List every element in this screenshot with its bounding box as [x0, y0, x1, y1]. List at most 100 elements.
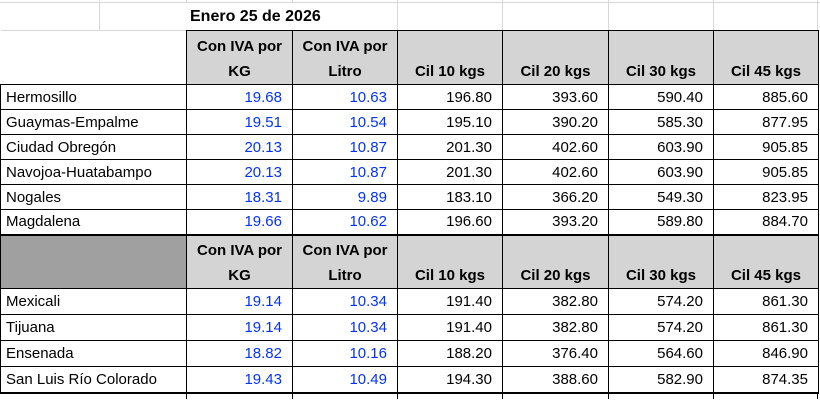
price-per-unit-cell[interactable]: 10.16 [292, 340, 398, 367]
section-label-cell[interactable] [0, 233, 187, 289]
price-per-unit-cell[interactable]: 19.14 [186, 314, 293, 341]
cylinder-price-cell[interactable]: 388.60 [502, 366, 609, 394]
gridline [186, 0, 187, 2]
column-header-cell[interactable]: Cil 45 kgs [713, 30, 819, 85]
cylinder-price-cell[interactable]: 191.40 [397, 288, 503, 315]
gridline [817, 3, 818, 30]
gridline [817, 0, 818, 2]
cylinder-price-cell[interactable]: 549.30 [608, 184, 714, 210]
column-header-cell[interactable]: Cil 20 kgs [502, 30, 609, 85]
column-header-cell[interactable]: Cil 10 kgs [397, 233, 503, 289]
cylinder-price-cell[interactable]: 877.95 [713, 109, 819, 135]
cylinder-price-cell[interactable]: 183.10 [397, 184, 503, 210]
column-header-text: Con IVA por [302, 38, 388, 55]
cylinder-price-cell[interactable]: 195.10 [397, 109, 503, 135]
column-header-text: Litro [328, 63, 362, 80]
price-per-unit-cell[interactable]: 19.66 [186, 209, 293, 236]
price-per-unit-cell[interactable]: 19.14 [186, 288, 293, 315]
cylinder-price-cell[interactable]: 376.40 [502, 340, 609, 367]
price-per-unit-cell[interactable]: 18.31 [186, 184, 293, 210]
cylinder-price-cell[interactable]: 582.90 [608, 366, 714, 394]
column-header-cell[interactable]: Con IVA por KG [186, 233, 293, 289]
price-per-unit-cell[interactable]: 10.62 [292, 209, 398, 236]
cylinder-price-cell[interactable]: 574.20 [608, 314, 714, 341]
price-per-unit-cell[interactable]: 10.34 [292, 314, 398, 341]
column-header-text: Cil 20 kgs [520, 267, 591, 284]
column-header-text: Litro [328, 267, 362, 284]
cylinder-price-cell[interactable]: 585.30 [608, 109, 714, 135]
cylinder-price-cell[interactable]: 196.60 [397, 209, 503, 236]
city-cell[interactable]: Navojoa-Huatabampo [0, 159, 187, 185]
cylinder-price-cell[interactable]: 393.20 [502, 209, 609, 236]
cylinder-price-cell[interactable]: 366.20 [502, 184, 609, 210]
cylinder-price-cell[interactable]: 402.60 [502, 159, 609, 185]
column-header-cell[interactable]: Cil 30 kgs [608, 30, 714, 85]
column-header-text: Cil 45 kgs [730, 267, 802, 284]
price-per-unit-cell[interactable]: 10.87 [292, 159, 398, 185]
table-border-stub [713, 393, 714, 399]
cylinder-price-cell[interactable]: 861.30 [713, 314, 819, 341]
table-row: Navojoa-Huatabampo 20.13 10.87 201.30 402.60… [0, 159, 819, 185]
gridline [292, 0, 293, 2]
cylinder-price-cell[interactable]: 191.40 [397, 314, 503, 341]
cylinder-price-cell[interactable]: 846.90 [713, 340, 819, 367]
column-header-cell[interactable]: Con IVA por Litro [292, 30, 398, 85]
city-cell[interactable]: Guaymas-Empalme [0, 109, 187, 135]
cylinder-price-cell[interactable]: 823.95 [713, 184, 819, 210]
price-per-unit-cell[interactable]: 10.63 [292, 84, 398, 110]
cylinder-price-cell[interactable]: 885.60 [713, 84, 819, 110]
date-header[interactable]: Enero 25 de 2026 [190, 8, 321, 25]
cylinder-price-cell[interactable]: 564.60 [608, 340, 714, 367]
city-cell[interactable]: Tijuana [0, 314, 187, 341]
cylinder-price-cell[interactable]: 884.70 [713, 209, 819, 236]
cylinder-price-cell[interactable]: 382.80 [502, 288, 609, 315]
cylinder-price-cell[interactable]: 603.90 [608, 134, 714, 160]
cylinder-price-cell[interactable]: 196.80 [397, 84, 503, 110]
cylinder-price-cell[interactable]: 390.20 [502, 109, 609, 135]
city-cell[interactable]: Ensenada [0, 340, 187, 367]
cylinder-price-cell[interactable]: 861.30 [713, 288, 819, 315]
price-per-unit-cell[interactable]: 10.87 [292, 134, 398, 160]
cylinder-price-cell[interactable]: 393.60 [502, 84, 609, 110]
city-cell[interactable]: Nogales [0, 184, 187, 210]
city-cell[interactable]: Magdalena [0, 209, 187, 236]
price-per-unit-cell[interactable]: 18.82 [186, 340, 293, 367]
column-header-cell[interactable]: Con IVA por Litro [292, 233, 398, 289]
price-per-unit-cell[interactable]: 10.34 [292, 288, 398, 315]
table-border-stub [292, 393, 293, 399]
city-cell[interactable]: San Luis Río Colorado [0, 366, 187, 394]
price-per-unit-cell[interactable]: 19.43 [186, 366, 293, 394]
price-per-unit-cell[interactable]: 19.68 [186, 84, 293, 110]
cylinder-price-cell[interactable]: 188.20 [397, 340, 503, 367]
city-cell[interactable]: Mexicali [0, 288, 187, 315]
price-per-unit-cell[interactable]: 10.54 [292, 109, 398, 135]
cylinder-price-cell[interactable]: 905.85 [713, 159, 819, 185]
cylinder-price-cell[interactable]: 201.30 [397, 134, 503, 160]
price-per-unit-cell[interactable]: 19.51 [186, 109, 293, 135]
city-cell[interactable]: Ciudad Obregón [0, 134, 187, 160]
gridline [0, 2, 820, 3]
column-header-cell[interactable]: Cil 10 kgs [397, 30, 503, 85]
column-header-cell[interactable]: Cil 45 kgs [713, 233, 819, 289]
column-header-cell[interactable]: Cil 30 kgs [608, 233, 714, 289]
table-border-stub [608, 393, 609, 399]
cylinder-price-cell[interactable]: 382.80 [502, 314, 609, 341]
cylinder-price-cell[interactable]: 194.30 [397, 366, 503, 394]
price-per-unit-cell[interactable]: 9.89 [292, 184, 398, 210]
price-per-unit-cell[interactable]: 10.49 [292, 366, 398, 394]
column-header-text: Cil 45 kgs [730, 63, 802, 80]
cylinder-price-cell[interactable]: 874.35 [713, 366, 819, 394]
column-header-cell[interactable]: Con IVA por KG [186, 30, 293, 85]
cylinder-price-cell[interactable]: 590.40 [608, 84, 714, 110]
cylinder-price-cell[interactable]: 201.30 [397, 159, 503, 185]
price-per-unit-cell[interactable]: 20.13 [186, 134, 293, 160]
price-per-unit-cell[interactable]: 20.13 [186, 159, 293, 185]
column-header-cell[interactable]: Cil 20 kgs [502, 233, 609, 289]
cylinder-price-cell[interactable]: 574.20 [608, 288, 714, 315]
cylinder-price-cell[interactable]: 603.90 [608, 159, 714, 185]
cylinder-price-cell[interactable]: 402.60 [502, 134, 609, 160]
corner-cell[interactable] [0, 30, 187, 85]
cylinder-price-cell[interactable]: 905.85 [713, 134, 819, 160]
city-cell[interactable]: Hermosillo [0, 84, 187, 110]
cylinder-price-cell[interactable]: 589.80 [608, 209, 714, 236]
